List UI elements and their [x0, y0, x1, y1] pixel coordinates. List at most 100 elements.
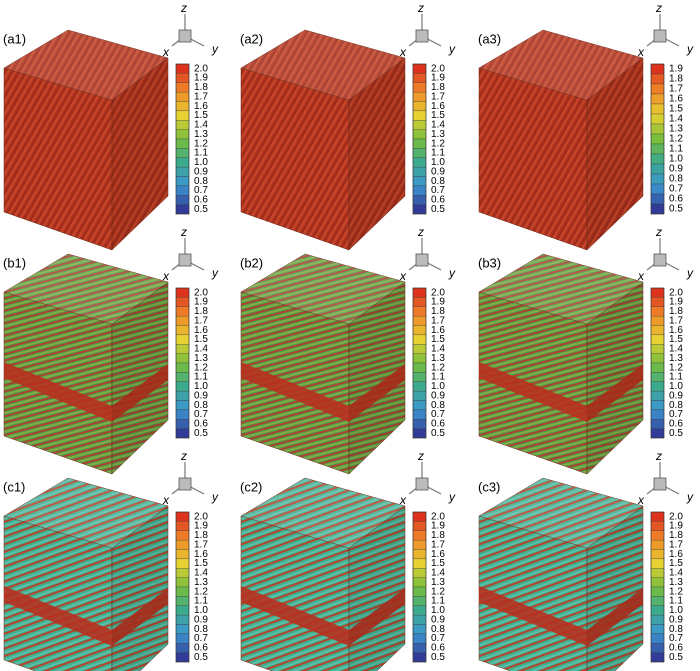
axis-cube — [653, 29, 667, 43]
colorbar-tick-label: 0.5 — [194, 204, 208, 215]
colorbar-segment — [412, 82, 427, 93]
colorbar-tick-label: 1.4 — [194, 120, 208, 131]
colorbar-tick-label: 2.0 — [194, 287, 208, 298]
colorbar-tick-label: 1.2 — [431, 138, 445, 149]
colorbar-tick-label: 0.9 — [669, 164, 683, 175]
panel: (b2) z x y2.01.91.81.71.61.51.41.31.21.11.0… — [240, 225, 456, 475]
axis-x-label: x — [162, 45, 170, 59]
colorbar-tick-label: 1.0 — [431, 381, 445, 392]
colorbar-tick-label: 2.0 — [431, 511, 445, 522]
colorbar-tick-label: 0.7 — [431, 185, 445, 196]
colorbar-tick-label: 1.7 — [669, 315, 683, 326]
colorbar-tick-label: 1.7 — [194, 91, 208, 102]
red-band — [349, 364, 405, 422]
panel-label: (b1) — [3, 255, 26, 270]
colorbar-segment — [650, 334, 665, 345]
axis-x-label: x — [399, 493, 407, 507]
cube-top-face — [478, 477, 644, 549]
colorbar-tick-label: 0.9 — [194, 166, 208, 177]
colorbar-segment — [412, 643, 427, 653]
panel-label: (c2) — [240, 479, 262, 494]
colorbar-segment — [412, 400, 427, 411]
colorbar-segment — [412, 110, 427, 121]
colorbar-tick-label: 1.8 — [194, 530, 208, 541]
colorbar-tick-label: 2.0 — [669, 287, 683, 298]
colorbar-tick-label: 1.3 — [431, 577, 445, 588]
axis-z-label: z — [417, 449, 424, 463]
panel-label: (c3) — [478, 479, 500, 494]
colorbar-segment — [175, 372, 190, 382]
colorbar-segment — [412, 605, 427, 616]
colorbar-segment — [412, 558, 427, 569]
colorbar-tick-label: 1.7 — [669, 539, 683, 550]
colorbar-tick-label: 1.9 — [431, 521, 445, 532]
colorbar-tick-label: 0.8 — [669, 174, 683, 185]
colorbar-tick-label: 1.2 — [431, 586, 445, 597]
axis-x-label: x — [162, 269, 170, 283]
colorbar-segment — [412, 166, 427, 177]
colorbar-segment — [412, 586, 427, 597]
colorbar-segment — [175, 185, 190, 196]
colorbar-segment — [412, 521, 427, 531]
cube-top-shade — [241, 254, 405, 324]
colorbar-tick-label: 1.3 — [669, 124, 683, 135]
colorbar-tick-label: 1.9 — [669, 521, 683, 532]
colorbar-segment — [412, 73, 427, 83]
cube-top-shade — [241, 478, 405, 548]
panel: (b1) z x y2.01.91.81.71.61.51.41.31.21.11.0… — [3, 225, 219, 475]
colorbar-tick-label: 0.7 — [194, 633, 208, 644]
colorbar-segment — [175, 129, 190, 140]
cube-top-face — [240, 477, 406, 549]
colorbar-tick-label: 1.6 — [431, 101, 445, 112]
colorbar-tick-label: 0.8 — [194, 400, 208, 411]
colorbar-tick-label: 1.2 — [669, 362, 683, 373]
colorbar-segment — [412, 419, 427, 429]
colorbar-segment — [175, 381, 190, 392]
colorbar-segment — [412, 511, 427, 522]
colorbar-segment — [650, 73, 665, 85]
colorbar-tick-label: 1.7 — [431, 315, 445, 326]
red-band — [112, 364, 168, 422]
axis-cube — [415, 29, 429, 43]
colorbar-tick-label: 1.1 — [431, 372, 445, 383]
axis-x-label: x — [637, 269, 645, 283]
colorbar-tick-label: 1.6 — [669, 549, 683, 560]
colorbar-tick-label: 1.2 — [669, 586, 683, 597]
colorbar-segment — [412, 306, 427, 317]
colorbar-tick-label: 0.6 — [669, 643, 683, 654]
axis-x-label: x — [637, 493, 645, 507]
colorbar-tick-label: 0.5 — [669, 428, 683, 439]
axis-cube — [653, 253, 667, 267]
colorbar-segment — [175, 577, 190, 588]
cube-top-face — [3, 477, 169, 549]
colorbar-segment — [650, 344, 665, 354]
colorbar-tick-label: 0.6 — [194, 419, 208, 430]
colorbar-segment — [175, 195, 190, 205]
colorbar-tick-label: 0.8 — [431, 400, 445, 411]
colorbar-segment — [175, 287, 190, 298]
colorbar-segment — [175, 110, 190, 121]
colorbar-segment — [175, 643, 190, 653]
colorbar-segment — [175, 334, 190, 345]
colorbar-segment — [650, 133, 665, 145]
colorbar-tick-label: 1.5 — [431, 334, 445, 345]
cube-top-shade — [4, 254, 168, 324]
axis-z-label: z — [180, 449, 187, 463]
red-band — [479, 586, 587, 646]
colorbar-tick-label: 0.8 — [194, 176, 208, 187]
colorbar-tick-label: 0.5 — [194, 428, 208, 439]
colorbar-segment — [412, 409, 427, 420]
colorbar-tick-label: 1.1 — [669, 596, 683, 607]
axis-y-label: y — [448, 490, 456, 504]
colorbar-tick-label: 1.8 — [431, 82, 445, 93]
colorbar-tick-label: 0.5 — [431, 428, 445, 439]
colorbar-segment — [650, 390, 665, 401]
axis-y-label: y — [448, 266, 456, 280]
axis-y-label: y — [211, 266, 219, 280]
colorbar-tick-label: 1.1 — [669, 144, 683, 155]
colorbar-tick-label: 1.3 — [194, 129, 208, 140]
axis-y-label: y — [686, 42, 694, 56]
colorbar-tick-label: 0.7 — [194, 185, 208, 196]
colorbar-segment — [175, 82, 190, 93]
axis-cube — [178, 29, 192, 43]
